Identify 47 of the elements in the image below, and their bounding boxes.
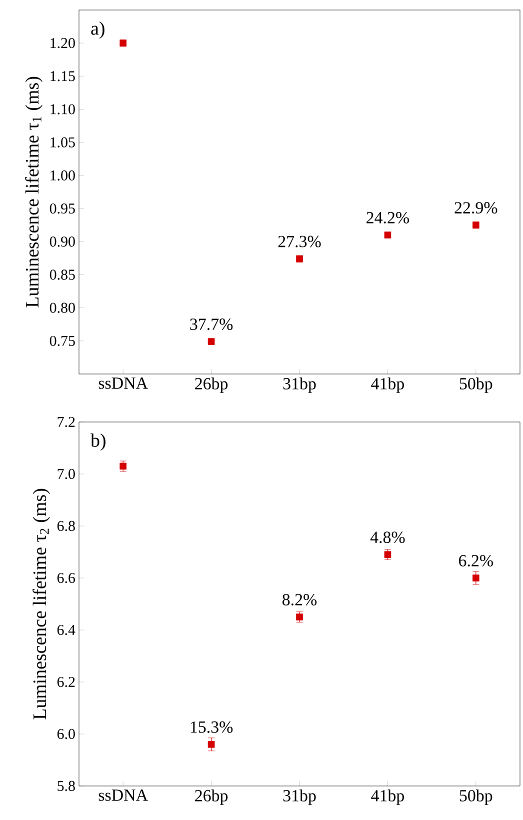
y-tick-label: 6.0 [57, 728, 75, 740]
annotation: b) [90, 434, 106, 451]
annotation: 8.2% [282, 594, 317, 606]
x-tick-label: 41bp [371, 378, 404, 393]
x-tick-label: 50bp [460, 378, 492, 393]
y-tick-label: 6.2 [57, 676, 75, 688]
y-tick-label: 1.10 [50, 104, 75, 114]
x-tick-label: ssDNA [98, 790, 148, 801]
point [384, 232, 392, 238]
annotation: 4.8% [370, 532, 405, 544]
y-tick-label: 1.05 [50, 137, 75, 148]
x-tick-label: 26bp [195, 790, 228, 805]
annotation: 27.3% [278, 236, 321, 248]
y-tick-label: 1.15 [50, 71, 75, 82]
annotation: 6.2% [458, 554, 493, 566]
y-tick-label: 6.4 [57, 624, 76, 636]
x-tick-label: 26bp [195, 378, 228, 393]
point [120, 462, 126, 470]
y-tick-label: 1.20 [50, 38, 75, 48]
x-tick-label: 31bp [283, 790, 316, 805]
y-tick-label: 6.6 [57, 572, 76, 584]
y-tick-label: 5.8 [58, 780, 75, 792]
y-tick-label: 7.2 [58, 416, 75, 428]
annotation: 15.3% [190, 721, 233, 733]
x-tick-label: ssDNA [98, 378, 148, 389]
point [208, 740, 215, 748]
point [472, 574, 480, 582]
annotation: 22.9% [454, 202, 498, 214]
y-axis-title: Luminescence lifetime τ$_{1}$ (ms) [25, 76, 42, 308]
annotation: a) [91, 22, 104, 39]
y-tick-label: 0.90 [50, 236, 75, 247]
annotation: 37.7% [190, 318, 233, 330]
y-tick-label: 6.8 [57, 520, 75, 532]
y-tick-label: 0.80 [50, 302, 75, 313]
x-tick-label: 31bp [283, 378, 316, 393]
y-tick-label: 0.85 [50, 270, 75, 280]
y-axis-title: Luminescence lifetime τ$_{2}$ (ms) [32, 488, 50, 720]
annotation: 24.2% [366, 212, 409, 224]
y-tick-label: 0.95 [50, 203, 75, 214]
x-tick-label: 41bp [371, 790, 404, 805]
y-tick-label: 1.00 [50, 170, 75, 181]
y-tick-label: 0.75 [50, 336, 75, 346]
point [384, 551, 392, 558]
point [208, 338, 215, 345]
x-tick-label: 50bp [460, 790, 492, 805]
point [296, 614, 303, 620]
y-tick-label: 7.0 [58, 468, 75, 480]
